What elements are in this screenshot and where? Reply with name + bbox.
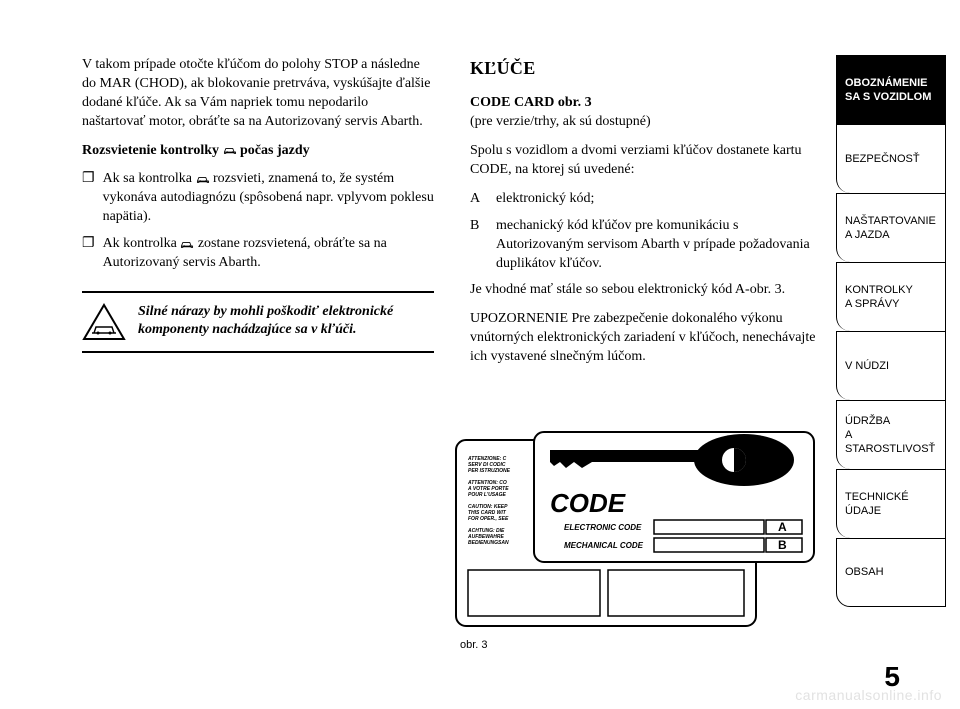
def-text: elektronický kód; (496, 190, 822, 209)
warning-box: Silné nárazy by mohli poškodiť elektroni… (82, 291, 434, 353)
svg-text:PER ISTRUZIONE: PER ISTRUZIONE (468, 468, 511, 474)
bullet-marker: ❐ (82, 170, 95, 227)
paragraph: UPOZORNENIE Pre zabezpečenie dokonalého … (470, 310, 822, 367)
watermark: carmanualsonline.info (795, 687, 942, 703)
left-column: V takom prípade otočte kľúčom do polohy … (82, 56, 434, 377)
code-card-illustration: ATTENZIONE: C SERV DI CODIC PER ISTRUZIO… (454, 430, 824, 630)
tab-udrzba[interactable]: ÚDRŽBA A STAROSTLIVOSŤ (836, 400, 946, 469)
svg-text:POUR L'USAGE: POUR L'USAGE (468, 492, 507, 498)
tab-kontrolky[interactable]: KONTROLKY A SPRÁVY (836, 262, 946, 331)
subheading-light: (pre verzie/trhy, ak sú dostupné) (470, 113, 822, 132)
bullet-item: ❐ Ak sa kontrolka rozsvieti, znamená to,… (82, 170, 434, 227)
figure-code-card: ATTENZIONE: C SERV DI CODIC PER ISTRUZIO… (454, 430, 824, 651)
car-code-icon (223, 145, 237, 155)
bullet-text: Ak sa kontrolka rozsvieti, znamená to, ž… (103, 170, 434, 227)
tab-label: OBSAH (845, 565, 945, 579)
def-letter: B (470, 217, 486, 274)
svg-text:MECHANICAL CODE: MECHANICAL CODE (564, 541, 644, 550)
tab-obsah[interactable]: OBSAH (836, 538, 946, 607)
tab-label: BEZPEČNOSŤ (845, 152, 945, 166)
svg-text:A: A (778, 520, 787, 534)
car-code-icon (196, 174, 210, 184)
tab-label: A JAZDA (845, 228, 945, 242)
tab-label: NAŠTARTOVANIE (845, 214, 945, 228)
tab-label: KONTROLKY (845, 283, 945, 297)
tab-oboznamenie[interactable]: OBOZNÁMENIE SA S VOZIDLOM (836, 55, 946, 124)
warning-triangle-icon (82, 303, 126, 341)
side-tab-nav: OBOZNÁMENIE SA S VOZIDLOM BEZPEČNOSŤ NAŠ… (836, 55, 946, 607)
subheading: CODE CARD obr. 3 (470, 94, 822, 113)
definition-row: A elektronický kód; (470, 190, 822, 209)
content-area: V takom prípade otočte kľúčom do polohy … (82, 56, 822, 377)
car-code-icon (180, 239, 194, 249)
def-text: mechanický kód kľúčov pre komunikáciu s … (496, 217, 822, 274)
figure-caption: obr. 3 (454, 639, 824, 651)
tab-label: TECHNICKÉ (845, 490, 945, 504)
tab-label: SA S VOZIDLOM (845, 90, 945, 104)
tab-vnudzi[interactable]: V NÚDZI (836, 331, 946, 400)
definition-row: B mechanický kód kľúčov pre komunikáciu … (470, 217, 822, 274)
warning-text: Silné nárazy by mohli poškodiť elektroni… (138, 303, 428, 339)
def-letter: A (470, 190, 486, 209)
tab-bezpecnost[interactable]: BEZPEČNOSŤ (836, 124, 946, 193)
text: Rozsvietenie kontrolky (82, 143, 223, 158)
bullet-text: Ak kontrolka zostane rozsvietená, obráťt… (103, 235, 434, 273)
paragraph: Je vhodné mať stále so sebou elektronick… (470, 281, 822, 300)
tab-label: A STAROSTLIVOSŤ (845, 428, 945, 457)
tab-label: A SPRÁVY (845, 297, 945, 311)
tab-label: ÚDRŽBA (845, 414, 945, 428)
heading-bold: Rozsvietenie kontrolky počas jazdy (82, 142, 434, 161)
text: Ak kontrolka (103, 236, 181, 251)
tab-label: V NÚDZI (845, 359, 945, 373)
tab-technicke[interactable]: TECHNICKÉ ÚDAJE (836, 469, 946, 538)
text: Ak sa kontrolka (103, 171, 196, 186)
svg-text:B: B (778, 538, 787, 552)
svg-text:CODE: CODE (550, 488, 626, 518)
bullet-item: ❐ Ak kontrolka zostane rozsvietená, obrá… (82, 235, 434, 273)
paragraph: V takom prípade otočte kľúčom do polohy … (82, 56, 434, 132)
text: počas jazdy (237, 143, 310, 158)
right-column: KĽÚČE CODE CARD obr. 3 (pre verzie/trhy,… (470, 56, 822, 377)
tab-label: OBOZNÁMENIE (845, 76, 945, 90)
tab-nastartovanie[interactable]: NAŠTARTOVANIE A JAZDA (836, 193, 946, 262)
svg-text:BEDIENUNGSAN: BEDIENUNGSAN (468, 540, 509, 546)
tab-label: ÚDAJE (845, 504, 945, 518)
section-title: KĽÚČE (470, 56, 822, 80)
bullet-marker: ❐ (82, 235, 95, 273)
paragraph: Spolu s vozidlom a dvomi verziami kľúčov… (470, 142, 822, 180)
svg-text:ELECTRONIC CODE: ELECTRONIC CODE (564, 523, 642, 532)
manual-page: OBOZNÁMENIE SA S VOZIDLOM BEZPEČNOSŤ NAŠ… (0, 0, 960, 709)
svg-text:FOR OPER., SEE: FOR OPER., SEE (468, 516, 509, 522)
